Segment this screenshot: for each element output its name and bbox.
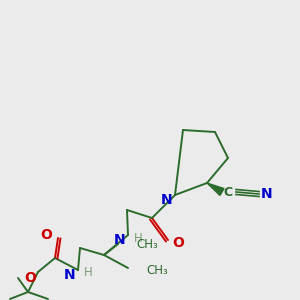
Text: H: H bbox=[134, 232, 142, 244]
Text: H: H bbox=[84, 266, 92, 280]
Text: C: C bbox=[224, 185, 232, 199]
Text: CH₃: CH₃ bbox=[136, 238, 158, 250]
Polygon shape bbox=[207, 183, 224, 195]
Text: N: N bbox=[261, 187, 273, 201]
Text: O: O bbox=[40, 228, 52, 242]
Text: N: N bbox=[64, 268, 76, 282]
Text: O: O bbox=[24, 271, 36, 285]
Text: CH₃: CH₃ bbox=[146, 263, 168, 277]
Text: N: N bbox=[161, 193, 173, 207]
Text: N: N bbox=[114, 233, 126, 247]
Text: O: O bbox=[172, 236, 184, 250]
